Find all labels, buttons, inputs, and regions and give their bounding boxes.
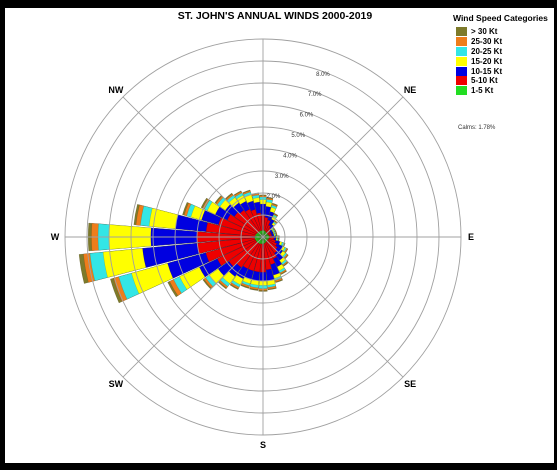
direction-label-w: W (51, 232, 60, 242)
legend-item: 15-20 Kt (456, 56, 553, 66)
bar-5-10-kt-190 (253, 236, 264, 273)
legend-swatch (456, 56, 467, 66)
legend-item: 5-10 Kt (456, 76, 553, 86)
legend-item: 25-30 Kt (456, 37, 553, 47)
legend-item: 10-15 Kt (456, 66, 553, 76)
direction-label-se: SE (404, 379, 416, 389)
bar-5-10-kt-160 (262, 236, 276, 265)
legend-label: 5-10 Kt (471, 76, 498, 86)
bar-1-5-kt-160 (262, 236, 266, 244)
bar-5-10-kt-290 (218, 217, 264, 238)
ring-label: 6.0% (300, 113, 314, 119)
legend: Wind Speed Categories > 30 Kt 25-30 Kt 20-… (453, 13, 553, 96)
bar-1-5-kt-260 (254, 236, 264, 240)
bar-5-10-kt-150 (262, 236, 278, 260)
bar-5-10-kt-340 (250, 209, 264, 238)
legend-item: 20-25 Kt (456, 46, 553, 57)
grid-spoke (262, 236, 404, 378)
bar-5-10-kt-330 (245, 208, 264, 238)
direction-label-nw: NW (108, 85, 123, 95)
grid-spoke (122, 96, 264, 238)
ring-label: 3.0% (275, 174, 289, 180)
direction-label-s: S (260, 440, 266, 450)
bar-1-5-kt-280 (254, 234, 264, 238)
legend-swatch (456, 76, 467, 86)
bar-1-5-kt-290 (255, 233, 264, 238)
wind-rose-grid (64, 38, 462, 436)
ring-label: 2.0% (267, 194, 281, 200)
grid-spoke (122, 236, 264, 378)
ring-labels: 2.0% 3.0% 4.0% 5.0% 6.0% 7.0% 8.0% (267, 72, 331, 200)
bar-5-10-kt-210 (242, 236, 264, 270)
bar-1-5-kt-20 (262, 230, 266, 238)
legend-item: > 30 Kt (456, 27, 553, 37)
legend-swatch (456, 66, 467, 76)
direction-label-sw: SW (109, 379, 124, 389)
legend-item: 1-5 Kt (456, 86, 553, 96)
grid-spoke (262, 96, 404, 238)
legend-swatch (456, 37, 467, 47)
wind-rose: 2.0% 3.0% 4.0% 5.0% 6.0% 7.0% 8.0% NE E SE S SW W NW (51, 38, 474, 450)
bar-1-5-kt-240 (255, 236, 264, 242)
direction-label-e: E (468, 232, 474, 242)
legend-swatch (456, 27, 467, 37)
chart-title: ST. JOHN'S ANNUAL WINDS 2000-2019 (177, 10, 373, 22)
bar-5-10-kt-240 (217, 236, 264, 267)
bar-1-5-kt-250 (255, 236, 264, 241)
legend-label: 15-20 Kt (471, 56, 503, 66)
wind-rose-bars (78, 189, 289, 304)
ring-label: 8.0% (316, 72, 330, 78)
ring-label: 7.0% (308, 92, 322, 98)
legend-items: > 30 Kt 25-30 Kt 20-25 Kt 15-20 Kt 10-15 Kt 5… (453, 27, 553, 96)
legend-label: 10-15 Kt (471, 66, 503, 76)
bar-5-10-kt-300 (226, 214, 264, 238)
bar-5-10-kt-170 (262, 236, 272, 271)
legend-label: > 30 Kt (471, 27, 498, 37)
calms-note: Calms: 1.78% (458, 125, 496, 131)
legend-title: Wind Speed Categories (453, 13, 548, 23)
direction-label-ne: NE (404, 85, 417, 95)
bar-5-10-kt-200 (248, 236, 264, 272)
legend-label: 1-5 Kt (471, 86, 494, 96)
direction-labels: NE E SE S SW W NW (51, 85, 474, 450)
bar-5-10-kt-250 (205, 236, 264, 262)
bar-1-5-kt-110 (262, 236, 269, 240)
legend-label: 25-30 Kt (471, 37, 503, 47)
bar-1-5-kt-200 (259, 236, 264, 245)
legend-swatch (456, 46, 467, 56)
legend-label: 20-25 Kt (471, 46, 503, 56)
chart-panel: ST. JOHN'S ANNUAL WINDS 2000-2019 2.0% 3.… (5, 8, 554, 463)
ring-label: 4.0% (283, 153, 297, 159)
bar-1-5-kt-340 (259, 230, 264, 238)
bar-1-5-kt-70 (262, 234, 269, 238)
ring-label: 5.0% (291, 133, 305, 139)
legend-swatch (456, 86, 467, 96)
